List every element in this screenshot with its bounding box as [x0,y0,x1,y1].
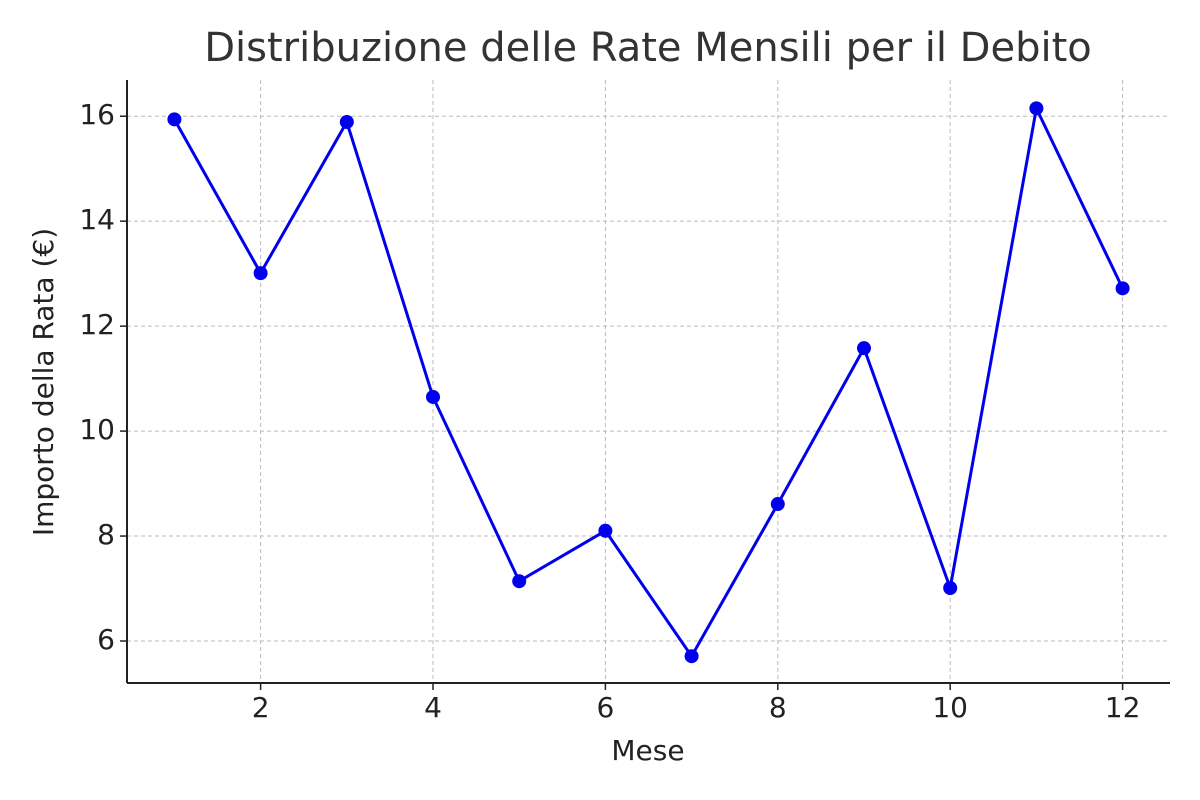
point [167,112,182,127]
y-tick-label: 10 [79,413,115,446]
y-axis-label: Importo della Rata (€) [27,228,60,536]
point [598,523,613,538]
series-line [173,103,1124,660]
y-tick-label: 14 [79,203,115,236]
x-axis-label: Mese [611,734,684,767]
point [856,341,871,356]
y-tick-label: 16 [79,98,115,131]
point [426,389,441,404]
chart-title: Distribuzione delle Rate Mensili per il … [204,25,1092,71]
y-tick-label: 8 [97,518,115,551]
point [253,266,268,281]
point [684,649,699,664]
x-tick-label: 4 [424,691,442,724]
x-tick-label: 6 [596,691,614,724]
x-tick-label: 10 [932,691,968,724]
y-tick-label: 12 [79,308,115,341]
point [943,581,958,596]
point [1115,281,1130,296]
y-tick-label: 6 [97,623,115,656]
point [512,574,527,589]
point [339,114,354,129]
x-tick-label: 8 [769,691,787,724]
point [770,497,785,512]
point [1029,101,1044,116]
x-tick-label: 2 [252,691,270,724]
x-tick-label: 12 [1105,691,1141,724]
